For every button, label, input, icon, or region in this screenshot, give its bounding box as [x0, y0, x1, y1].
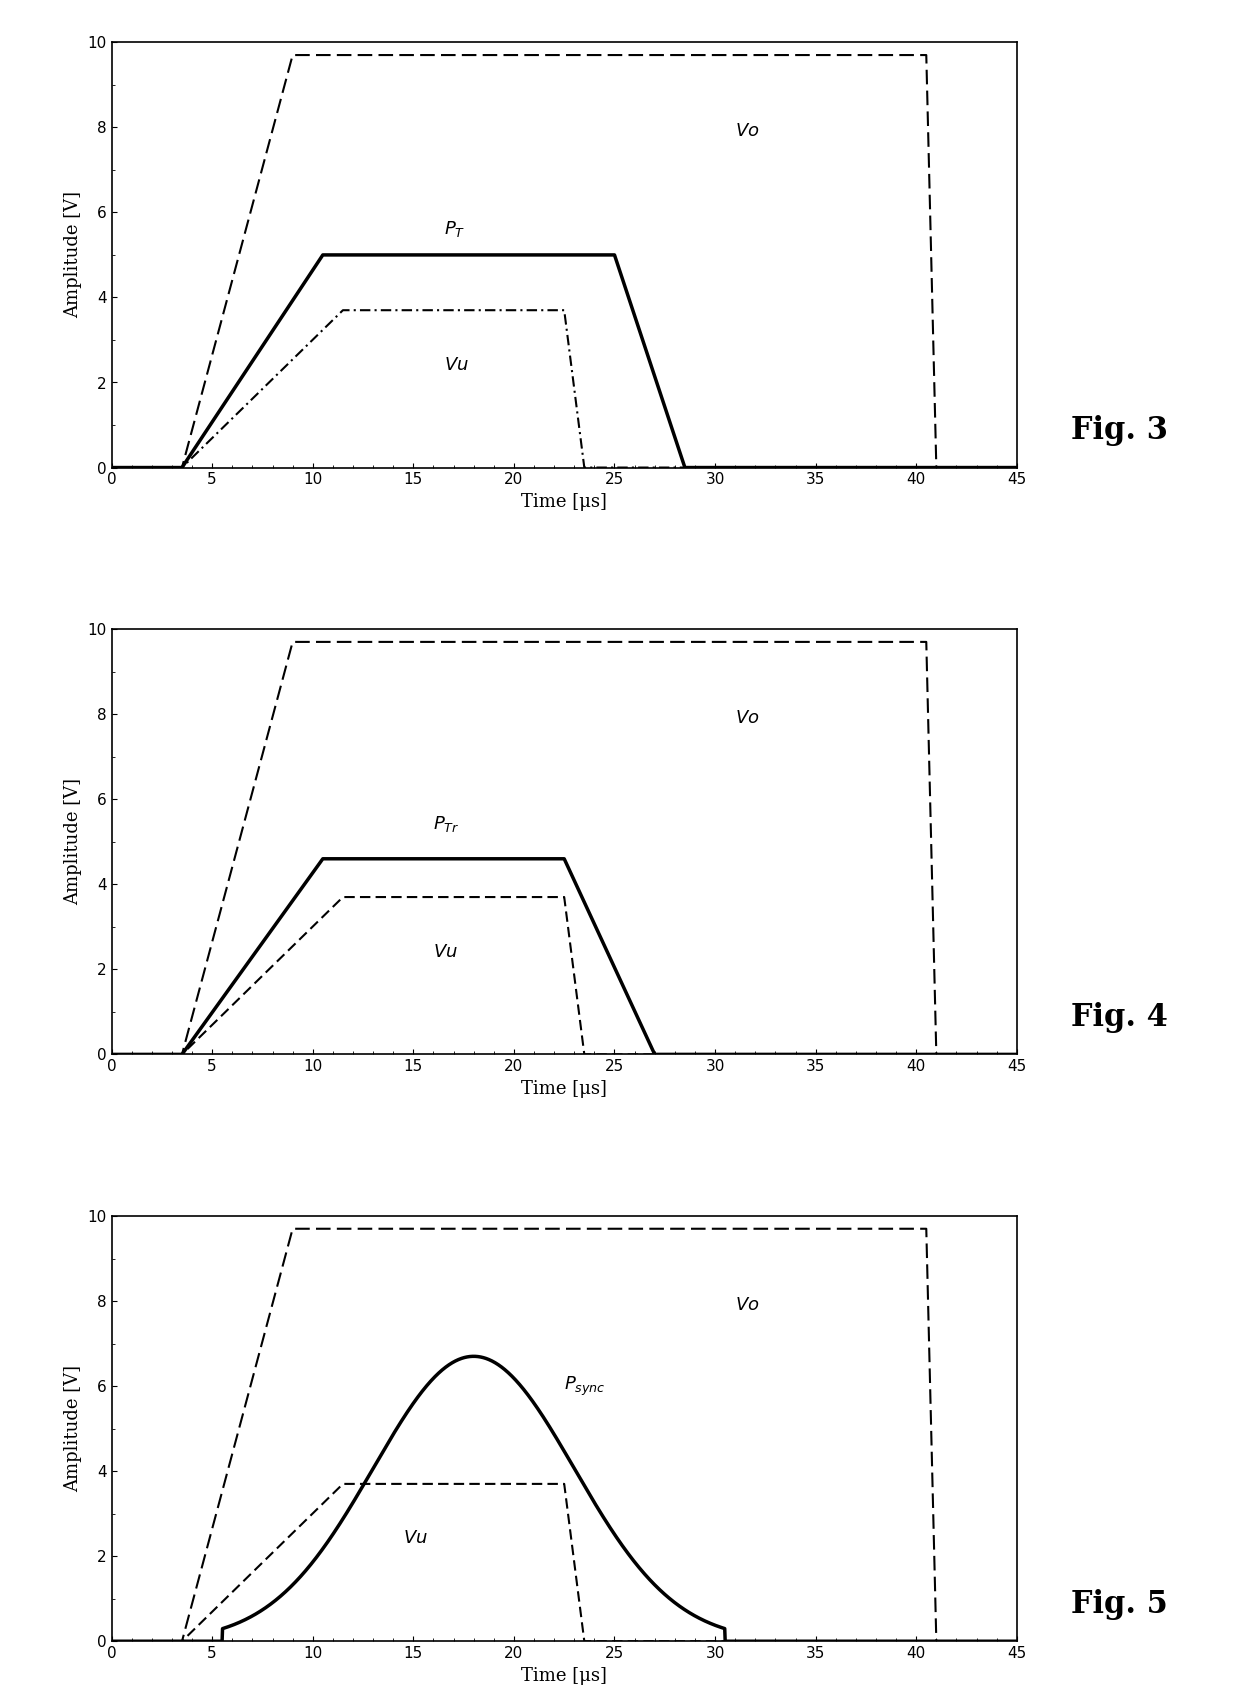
Text: $Vu$: $Vu$: [444, 355, 469, 374]
Text: Fig. 4: Fig. 4: [1071, 1002, 1168, 1034]
X-axis label: Time [μs]: Time [μs]: [521, 1079, 608, 1098]
Text: $Vu$: $Vu$: [403, 1530, 428, 1548]
Text: $P_{Tr}$: $P_{Tr}$: [434, 814, 460, 834]
Text: Fig. 3: Fig. 3: [1071, 415, 1168, 447]
Text: $Vo$: $Vo$: [735, 709, 760, 726]
Y-axis label: Amplitude [V]: Amplitude [V]: [64, 778, 82, 905]
Text: $Vo$: $Vo$: [735, 1296, 760, 1313]
X-axis label: Time [μs]: Time [μs]: [521, 1667, 608, 1685]
Text: $Vo$: $Vo$: [735, 122, 760, 140]
Text: $P_T$: $P_T$: [444, 218, 465, 239]
Y-axis label: Amplitude [V]: Amplitude [V]: [64, 1365, 82, 1492]
Text: $P_{sync}$: $P_{sync}$: [564, 1376, 606, 1398]
Y-axis label: Amplitude [V]: Amplitude [V]: [64, 191, 82, 318]
X-axis label: Time [μs]: Time [μs]: [521, 492, 608, 511]
Text: Fig. 5: Fig. 5: [1071, 1589, 1168, 1619]
Text: $Vu$: $Vu$: [434, 942, 459, 961]
